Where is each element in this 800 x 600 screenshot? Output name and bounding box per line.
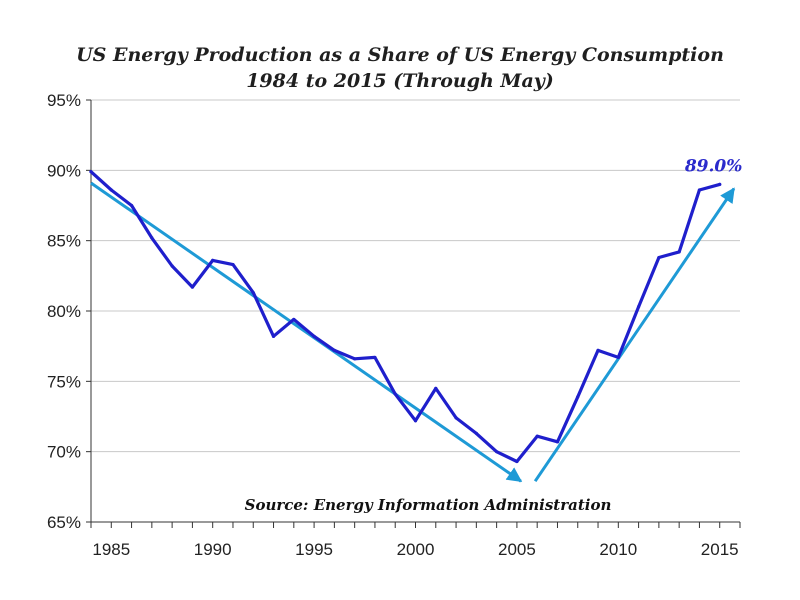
data-point [657, 255, 661, 260]
y-tick-label: 95% [47, 91, 81, 110]
data-series [89, 170, 722, 464]
data-point [495, 450, 499, 454]
series-line [89, 170, 722, 464]
chart-title: US Energy Production as a Share of US En… [0, 42, 800, 94]
data-point [251, 291, 255, 295]
data-point [636, 305, 641, 309]
y-axis-ticks: 65% 70% 75% 80% 85% 90% 95% [47, 91, 81, 532]
data-point [109, 188, 113, 192]
data-point [211, 258, 215, 262]
data-point [332, 348, 336, 352]
trend-arrows [90, 181, 736, 483]
y-tick-label: 70% [47, 443, 81, 462]
data-point [393, 392, 397, 396]
data-point [474, 431, 478, 435]
data-point [616, 355, 620, 360]
data-point [596, 348, 600, 352]
data-point [129, 203, 134, 208]
x-tick-label: 2005 [498, 540, 536, 559]
data-point [373, 355, 377, 360]
x-tick-label: 2000 [397, 540, 435, 559]
y-tick-label: 90% [47, 161, 81, 180]
data-point [312, 334, 316, 338]
data-point [190, 285, 195, 289]
data-point [677, 250, 681, 254]
data-point [454, 416, 458, 420]
x-axis-ticks: 1985 1990 1995 2000 2005 2010 2015 [92, 540, 738, 559]
value-annotation: 89.0% [684, 157, 743, 177]
x-tick-label: 2010 [599, 540, 637, 559]
data-point [718, 182, 722, 186]
data-point [231, 262, 235, 267]
data-point [555, 440, 560, 444]
data-point [576, 395, 580, 399]
data-point [697, 188, 702, 192]
data-point [515, 459, 519, 464]
gridlines [91, 99, 740, 453]
data-point [150, 236, 154, 240]
chart-annotations: 89.0% Source: Energy Information Administ… [245, 157, 743, 514]
trend-arrow [90, 181, 523, 483]
chart-title-line: US Energy Production as a Share of US En… [76, 44, 724, 66]
x-tick-label: 1985 [92, 540, 130, 559]
data-point [292, 317, 296, 322]
data-point [535, 434, 539, 438]
x-tick-label: 1990 [194, 540, 232, 559]
source-note: Source: Energy Information Administratio… [245, 496, 612, 514]
data-point [434, 386, 438, 390]
data-point [170, 264, 174, 268]
axes [86, 99, 741, 528]
x-tick-label: 1995 [295, 540, 333, 559]
data-point [353, 357, 357, 361]
chart-subtitle: 1984 to 2015 (Through May) [246, 70, 554, 92]
y-tick-label: 65% [47, 513, 81, 532]
x-tick-label: 2015 [701, 540, 739, 559]
data-point [89, 170, 93, 174]
y-tick-label: 75% [47, 372, 81, 391]
y-tick-label: 80% [47, 302, 81, 321]
trend-arrow [533, 187, 736, 483]
y-tick-label: 85% [47, 232, 81, 251]
data-point [271, 334, 276, 338]
data-point [413, 419, 418, 423]
